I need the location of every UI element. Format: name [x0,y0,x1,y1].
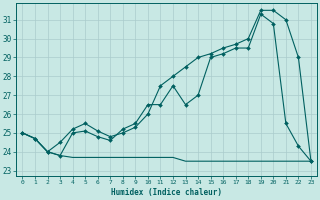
X-axis label: Humidex (Indice chaleur): Humidex (Indice chaleur) [111,188,222,197]
